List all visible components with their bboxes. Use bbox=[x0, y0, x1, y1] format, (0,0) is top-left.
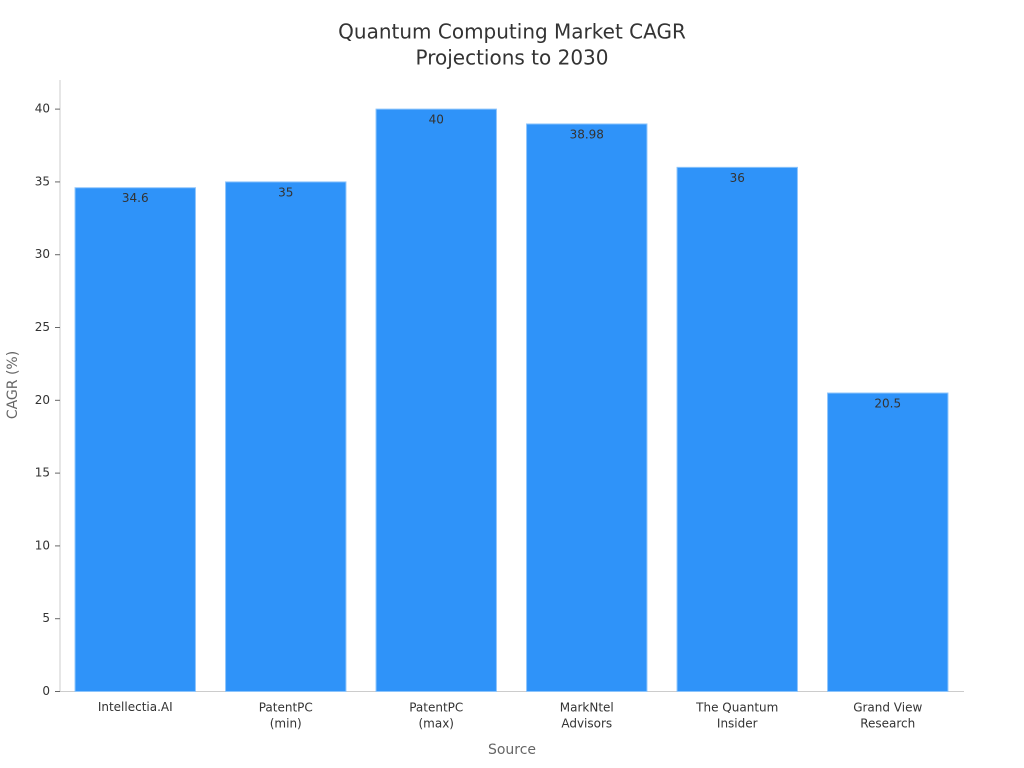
y-tick-label: 35 bbox=[35, 174, 50, 188]
value-label: 36 bbox=[730, 171, 745, 185]
x-tick-label: The Quantum Insider bbox=[695, 700, 778, 730]
bar bbox=[225, 181, 347, 693]
bar bbox=[827, 392, 949, 692]
y-tick-label: 5 bbox=[42, 611, 50, 625]
x-tick-label: Grand View Research bbox=[853, 700, 922, 730]
chart-title: Quantum Computing Market CAGR bbox=[338, 20, 686, 44]
x-tick-label: PatentPC (min) bbox=[259, 700, 313, 730]
value-label: 34.6 bbox=[122, 191, 149, 205]
bar bbox=[375, 108, 497, 693]
y-tick-label: 20 bbox=[35, 393, 50, 407]
y-tick-label: 30 bbox=[35, 247, 50, 261]
x-tick-label: MarkNtel Advisors bbox=[560, 700, 614, 730]
y-tick-label: 15 bbox=[35, 466, 50, 480]
value-label: 35 bbox=[278, 185, 293, 199]
x-tick-label: Intellectia.AI bbox=[98, 700, 173, 714]
value-label: 38.98 bbox=[570, 127, 604, 141]
x-axis-label: Source bbox=[488, 742, 536, 758]
y-tick-label: 0 bbox=[42, 684, 50, 698]
bar bbox=[74, 187, 196, 692]
x-tick-label: PatentPC (max) bbox=[409, 700, 463, 730]
bar bbox=[676, 166, 798, 693]
chart-title: Projections to 2030 bbox=[415, 46, 608, 70]
y-tick-label: 40 bbox=[35, 102, 50, 116]
value-label: 20.5 bbox=[874, 397, 901, 411]
bar bbox=[526, 123, 648, 692]
y-axis-label: CAGR (%) bbox=[5, 351, 21, 419]
value-label: 40 bbox=[429, 113, 444, 127]
y-tick-label: 10 bbox=[35, 538, 50, 552]
y-tick-label: 25 bbox=[35, 320, 50, 334]
